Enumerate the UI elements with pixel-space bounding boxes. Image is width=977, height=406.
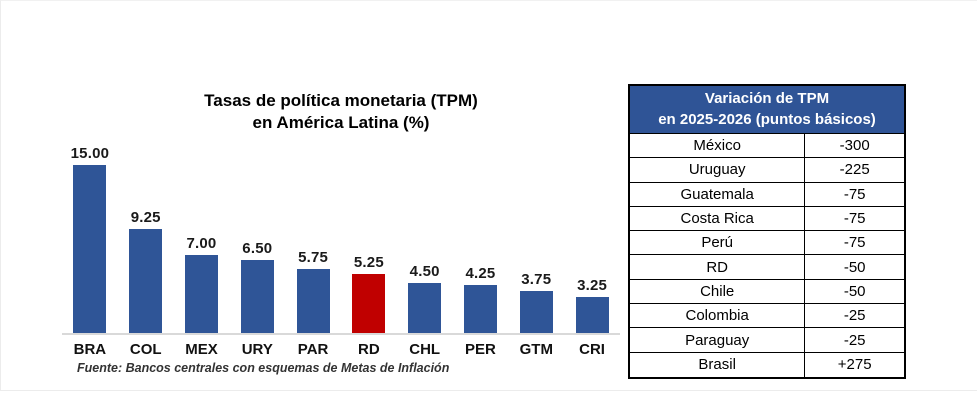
bar-value-label: 5.25 <box>353 254 384 272</box>
bar-column-gtm: 3.75 <box>508 271 564 333</box>
bar-chl <box>408 282 442 333</box>
table-row-peru: Perú -75 <box>630 231 904 256</box>
bar-per <box>463 285 497 333</box>
table-row-rd: RD -50 <box>630 255 904 280</box>
chart-title-line1: Tasas de política monetaria (TPM) <box>204 91 478 110</box>
bar-gtm <box>519 291 553 333</box>
table-cell-country: Colombia <box>630 304 806 328</box>
table-row-guatemala: Guatemala -75 <box>630 182 904 207</box>
tpm-variation-table: Variación de TPM en 2025-2026 (puntos bá… <box>628 84 906 379</box>
table-row-uruguay: Uruguay -225 <box>630 158 904 183</box>
table-header-line2: en 2025-2026 (puntos básicos) <box>658 111 876 128</box>
table-cell-country: Costa Rica <box>630 206 806 231</box>
bar-ury <box>240 260 274 333</box>
bar-column-mex: 7.00 <box>174 235 230 333</box>
bar-value-label: 15.00 <box>70 145 110 162</box>
bar-value-label: 5.75 <box>298 248 329 266</box>
table-cell-value: -300 <box>839 137 870 155</box>
table-cell-value: -25 <box>843 307 866 325</box>
table-cell-country: México <box>630 134 806 158</box>
table-cell-value: -75 <box>843 234 866 252</box>
table-cell-country: RD <box>630 255 806 279</box>
bar-column-ury: 6.50 <box>229 240 285 333</box>
x-axis-line <box>62 333 620 335</box>
table-row-mexico: México -300 <box>630 134 904 159</box>
bar-bra <box>73 165 107 333</box>
plot-area: 15.00 9.25 7.00 6.50 5.75 5.25 <box>62 141 620 333</box>
bar-value-label: 6.50 <box>242 240 273 258</box>
table-cell-country: Perú <box>630 231 806 255</box>
bar-value-label: 7.00 <box>186 234 217 252</box>
x-axis-labels: BRA COL MEX URY PAR RD CHL PER GTM CRI <box>62 341 620 358</box>
x-tick-ury: URY <box>241 341 273 358</box>
table-row-paraguay: Paraguay -25 <box>630 328 904 353</box>
bar-column-per: 4.25 <box>453 265 509 333</box>
table-row-chile: Chile -50 <box>630 279 904 305</box>
table-row-colombia: Colombia -25 <box>630 304 904 329</box>
bar-column-cri: 3.25 <box>564 277 620 333</box>
table-cell-value: -50 <box>843 282 866 300</box>
x-tick-gtm: GTM <box>519 341 553 358</box>
bar-value-label: 3.25 <box>577 276 608 294</box>
bar-rd-highlighted <box>352 274 386 333</box>
x-tick-bra: BRA <box>73 341 107 358</box>
table-cell-value: -25 <box>843 331 866 349</box>
bar-mex <box>184 254 218 333</box>
bar-col <box>129 229 163 333</box>
bar-value-label: 9.25 <box>130 209 161 227</box>
table-cell-value: +275 <box>837 356 872 374</box>
table-cell-country: Brasil <box>630 352 806 377</box>
x-tick-chl: CHL <box>409 341 441 358</box>
table-header-line1: Variación de TPM <box>704 90 830 107</box>
x-tick-col: COL <box>129 341 162 358</box>
x-tick-par: PAR <box>297 341 329 358</box>
source-note: Fuente: Bancos centrales con esquemas de… <box>77 361 450 375</box>
bar-column-chl: 4.50 <box>397 263 453 333</box>
x-tick-cri: CRI <box>579 341 605 358</box>
tpm-bar-chart: Tasas de política monetaria (TPM) en Amé… <box>62 90 620 375</box>
x-tick-per: PER <box>465 341 496 358</box>
bar-column-rd: 5.25 <box>341 254 397 333</box>
table-cell-country: Chile <box>630 279 806 304</box>
x-tick-rd: RD <box>358 341 380 358</box>
bar-value-label: 3.75 <box>521 271 552 288</box>
bar-column-bra: 15.00 <box>62 145 118 333</box>
chart-title: Tasas de política monetaria (TPM) en Amé… <box>62 90 620 134</box>
table-cell-country: Guatemala <box>630 182 806 206</box>
bar-cri <box>575 296 609 333</box>
table-cell-country: Paraguay <box>630 328 806 352</box>
table-cell-value: -225 <box>839 161 870 179</box>
bar-column-par: 5.75 <box>285 249 341 333</box>
table-cell-country: Uruguay <box>630 158 806 182</box>
table-cell-value: -75 <box>843 210 866 228</box>
table-header: Variación de TPM en 2025-2026 (puntos bá… <box>630 86 904 134</box>
table-row-costa-rica: Costa Rica -75 <box>630 206 904 232</box>
table-row-brasil: Brasil +275 <box>630 352 904 377</box>
table-cell-value: -50 <box>843 258 866 276</box>
bar-value-label: 4.50 <box>409 262 440 280</box>
bar-column-col: 9.25 <box>118 209 174 333</box>
bar-par <box>296 268 330 333</box>
table-cell-value: -75 <box>843 185 866 203</box>
x-tick-mex: MEX <box>185 341 218 358</box>
bar-value-label: 4.25 <box>465 265 496 283</box>
chart-title-line2: en América Latina (%) <box>252 113 430 132</box>
